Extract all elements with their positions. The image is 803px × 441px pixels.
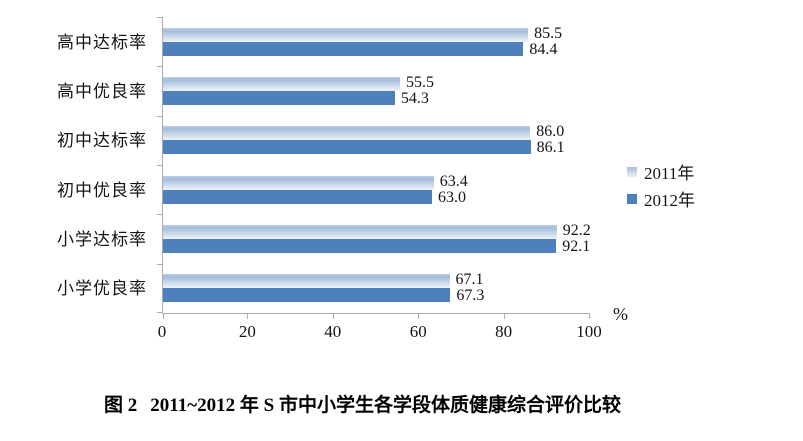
legend-swatch-2011 [627, 166, 637, 177]
category-label: 初中达标率 [57, 131, 147, 151]
legend-label: 2012年 [644, 191, 695, 210]
value-label: 67.3 [456, 287, 485, 305]
y-axis-tick [157, 66, 162, 68]
category-label: 高中达标率 [57, 32, 147, 52]
value-label: 92.2 [562, 222, 591, 239]
x-axis-tick [247, 314, 249, 319]
figure-number: 图 2 [104, 395, 138, 416]
bar-2011年 [163, 225, 557, 239]
value-label: 86.1 [536, 139, 565, 157]
bar-2011年 [163, 126, 531, 141]
bar-2011年 [163, 27, 529, 42]
legend-label: 2011年 [644, 164, 695, 183]
x-axis-tick [332, 314, 334, 319]
x-axis-tick [589, 314, 590, 319]
value-label: 85.5 [534, 24, 563, 42]
bar-2012年 [163, 288, 451, 303]
value-label: 63.4 [439, 172, 468, 190]
value-label: 55.5 [405, 74, 434, 91]
value-label: 54.3 [400, 90, 429, 107]
bar-2011年 [163, 77, 400, 91]
y-axis-tick [157, 165, 162, 166]
bar-2012年 [163, 41, 524, 56]
x-axis-tick [163, 314, 164, 319]
bar-2012年 [163, 91, 395, 105]
value-label: 86.0 [536, 123, 565, 141]
category-label: 高中优良率 [57, 82, 147, 101]
category-label: 小学达标率 [57, 230, 147, 249]
y-axis-tick [157, 17, 162, 18]
x-axis-tick [503, 314, 505, 319]
y-axis-tick [157, 263, 162, 265]
value-label: 63.0 [438, 188, 466, 206]
figure-caption: 图 2 2011~2012 年 S 市中小学生各学段体质健康综合评价比较 [30, 390, 695, 417]
value-label: 84.4 [529, 40, 558, 58]
y-axis-tick [157, 214, 162, 216]
bar-2012年 [163, 239, 557, 253]
x-tick-label: 80 [495, 322, 513, 341]
x-tick-label: 60 [409, 322, 427, 341]
x-tick-label: 20 [238, 322, 256, 341]
bar-2011年 [163, 274, 450, 289]
legend: 2011年 2012年 [627, 158, 695, 212]
category-label: 小学优良率 [57, 279, 147, 299]
x-tick-label: 100 [576, 322, 602, 341]
y-axis-tick [157, 115, 162, 117]
bar-2012年 [163, 189, 432, 204]
value-label: 92.1 [562, 238, 591, 255]
value-label: 67.1 [455, 271, 484, 289]
y-axis-tick [157, 312, 162, 313]
x-axis-tick [418, 314, 420, 319]
plot-area: 85.5 84.4 55.5 54.3 86.0 86.1 63.4 63.0 92.2 92.1… [157, 17, 591, 319]
x-axis-unit-label: % [613, 304, 628, 324]
x-tick-label: 0 [157, 322, 167, 341]
bar-2011年 [163, 175, 434, 190]
category-label: 初中优良率 [57, 180, 147, 200]
bar-2012年 [163, 140, 531, 155]
figure-title: 2011~2012 年 S 市中小学生各学段体质健康综合评价比较 [150, 395, 621, 416]
legend-swatch-2012 [627, 193, 637, 204]
x-tick-label: 40 [324, 322, 342, 341]
legend-item-2012: 2012年 [627, 185, 695, 212]
legend-item-2011: 2011年 [627, 158, 695, 185]
